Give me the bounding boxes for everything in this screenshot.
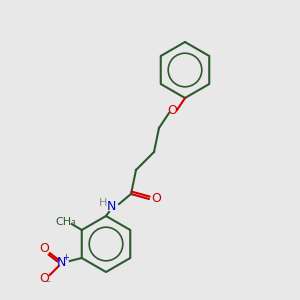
Text: CH₃: CH₃ <box>56 217 76 227</box>
Text: O: O <box>151 193 161 206</box>
Text: O: O <box>39 242 49 256</box>
Text: +: + <box>62 254 69 262</box>
Text: O: O <box>167 103 177 116</box>
Text: N: N <box>57 256 66 269</box>
Text: H: H <box>99 198 107 208</box>
Text: N: N <box>106 200 116 212</box>
Text: ⁻: ⁻ <box>45 279 50 289</box>
Text: O: O <box>39 272 49 286</box>
